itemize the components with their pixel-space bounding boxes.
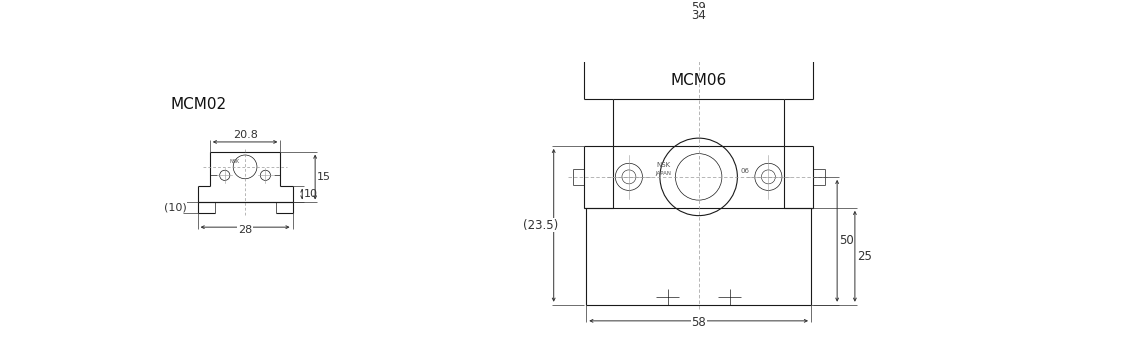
Text: JAPAN: JAPAN: [656, 170, 672, 175]
Text: 59: 59: [691, 1, 706, 14]
Text: 28: 28: [238, 225, 252, 235]
Text: NSK: NSK: [657, 162, 671, 168]
Text: NSK: NSK: [230, 159, 239, 164]
Text: 20.8: 20.8: [233, 130, 258, 140]
Text: 15: 15: [317, 172, 330, 182]
Text: MCM06: MCM06: [671, 73, 726, 88]
Text: 34: 34: [691, 8, 706, 22]
Text: 10: 10: [304, 189, 318, 199]
Text: 50: 50: [840, 234, 855, 247]
Text: 25: 25: [857, 250, 872, 263]
Text: MCM02: MCM02: [170, 97, 226, 112]
Text: 58: 58: [691, 316, 706, 329]
Text: (10): (10): [163, 202, 186, 213]
Text: (23.5): (23.5): [523, 219, 558, 232]
Text: 06: 06: [741, 168, 749, 174]
